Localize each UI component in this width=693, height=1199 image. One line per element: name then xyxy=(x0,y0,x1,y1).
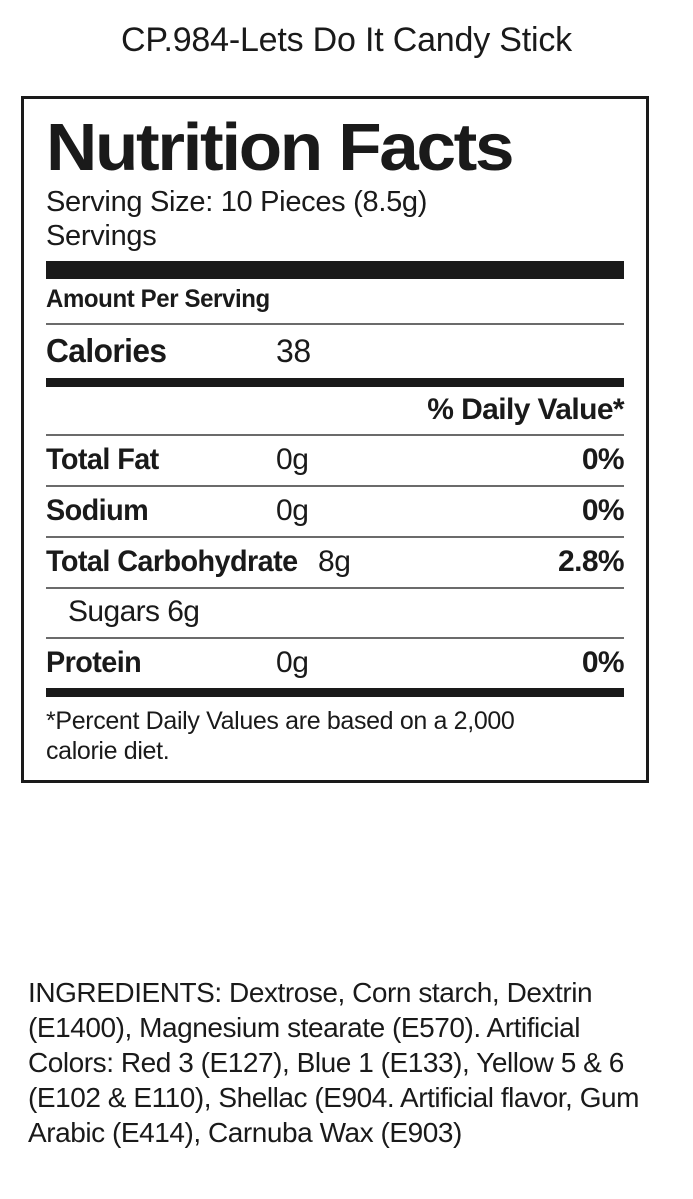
total-carbohydrate-dv: 2.8% xyxy=(558,545,625,579)
calories-row: Calories 38 xyxy=(46,325,624,378)
divider-thin-3 xyxy=(46,485,624,488)
calories-label: Calories xyxy=(46,332,167,370)
amount-per-serving-row: Amount Per Serving xyxy=(46,279,624,323)
calories-value: 38 xyxy=(276,333,311,370)
divider-thin-1 xyxy=(46,323,624,326)
divider-medium-2 xyxy=(46,688,624,698)
serving-size-text: Serving Size: 10 Pieces (8.5g) xyxy=(46,186,428,219)
divider-thin-4 xyxy=(46,536,624,539)
ingredients-line: (E1400), Magnesium stearate (E570). Arti… xyxy=(28,1012,581,1043)
daily-value-header-row: % Daily Value* xyxy=(46,387,624,434)
total-carbohydrate-label: Total Carbohydrate xyxy=(46,545,298,579)
divider-thin-5 xyxy=(46,587,624,590)
nutrient-row-sodium: Sodium 0g 0% xyxy=(46,487,625,536)
nutrition-facts-panel: Nutrition Facts Serving Size: 10 Pieces … xyxy=(21,96,649,784)
daily-value-header: % Daily Value* xyxy=(427,393,624,427)
ingredients-text: INGREDIENTS: Dextrose, Corn starch, Dext… xyxy=(28,975,673,1150)
ingredients-line: (E102 & E110), Shellac (E904. Artificial… xyxy=(28,1082,640,1113)
divider-thin-2 xyxy=(46,434,624,437)
protein-dv: 0% xyxy=(581,646,625,680)
nutrient-row-protein: Protein 0g 0% xyxy=(46,639,625,688)
divider-thick-top xyxy=(46,261,624,280)
daily-value-footnote: *Percent Daily Values are based on a 2,0… xyxy=(46,697,624,766)
ingredients-line: INGREDIENTS: Dextrose, Corn starch, Dext… xyxy=(28,977,593,1008)
page-title: CP.984-Lets Do It Candy Stick xyxy=(121,21,572,59)
sodium-dv: 0% xyxy=(581,494,625,528)
ingredients-line: Arabic (E414), Carnuba Wax (E903) xyxy=(28,1117,462,1148)
protein-value: 0g xyxy=(276,646,309,680)
amount-per-serving-label: Amount Per Serving xyxy=(46,285,270,314)
footnote-line-2: calorie diet. xyxy=(46,737,170,766)
sodium-value: 0g xyxy=(276,494,309,528)
ingredients-line: Colors: Red 3 (E127), Blue 1 (E133), Yel… xyxy=(28,1047,624,1078)
total-fat-value: 0g xyxy=(276,443,309,477)
sodium-label: Sodium xyxy=(46,494,149,528)
divider-medium-1 xyxy=(46,378,624,388)
sugars-label: Sugars 6g xyxy=(68,595,200,629)
servings-text: Servings xyxy=(46,220,157,253)
footnote-line-1: *Percent Daily Values are based on a 2,0… xyxy=(46,707,515,736)
divider-thin-6 xyxy=(46,637,624,640)
nutrient-row-total-fat: Total Fat 0g 0% xyxy=(46,436,625,485)
nutrition-facts-heading: Nutrition Facts xyxy=(46,110,514,185)
protein-label: Protein xyxy=(46,646,142,680)
nutrient-row-total-carbohydrate: Total Carbohydrate 8g 2.8% xyxy=(46,538,625,587)
total-fat-label: Total Fat xyxy=(46,443,159,477)
total-fat-dv: 0% xyxy=(581,443,625,477)
nutrient-row-sugars: Sugars 6g xyxy=(46,589,624,637)
total-carbohydrate-value: 8g xyxy=(318,545,351,579)
